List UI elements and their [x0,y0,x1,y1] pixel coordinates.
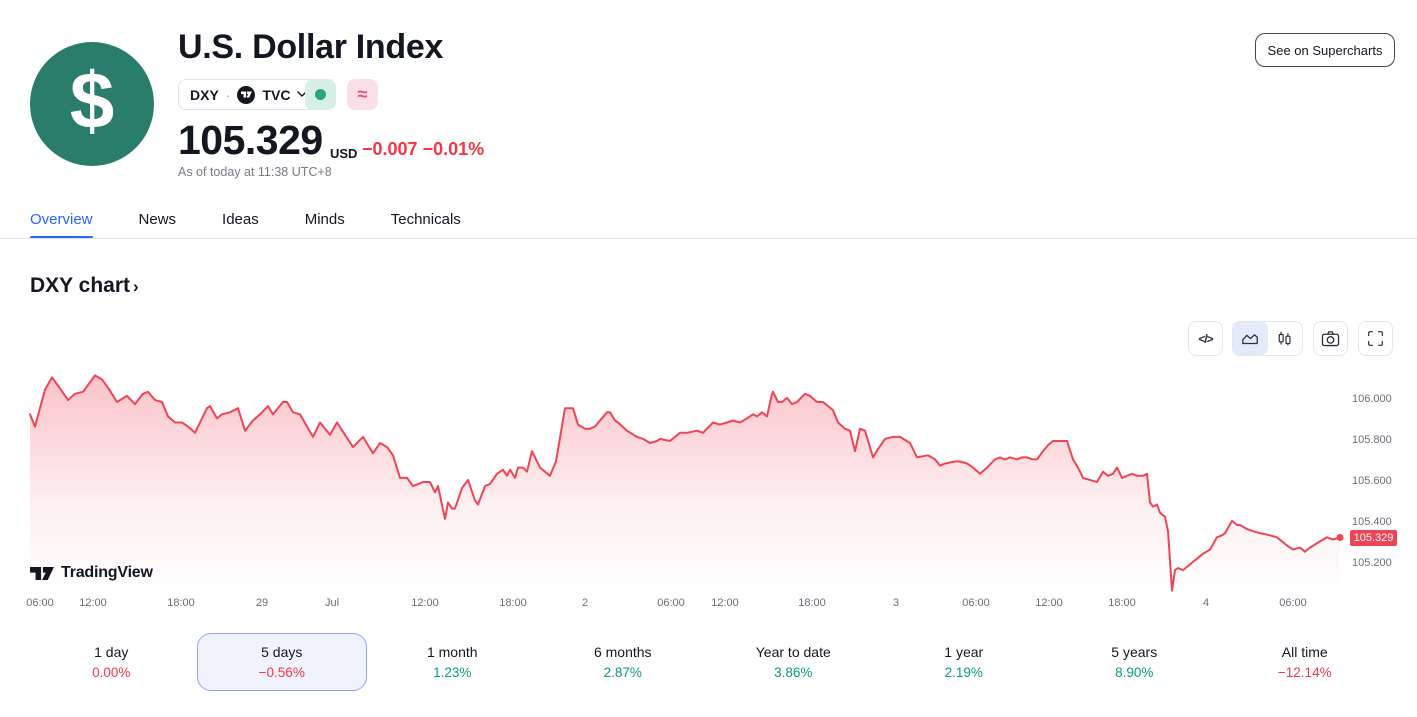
fullscreen-button[interactable] [1358,321,1393,356]
time-axis-label: Jul [324,597,340,609]
range-1-month[interactable]: 1 month 1.23% [426,644,478,680]
code-icon: </> [1198,331,1213,346]
dollar-sign-glyph: $ [69,56,115,145]
time-axis-label: 12:00 [411,597,439,609]
tab-minds[interactable]: Minds [304,211,345,228]
price-area-chart[interactable] [29,368,1344,594]
tab-overview[interactable]: Overview [30,208,93,239]
price-change-abs: −0.007 [362,139,418,159]
candles-chart-style-button[interactable] [1268,322,1303,355]
time-axis[interactable]: 06:00 12:00 18:00 29 Jul 12:00 18:00 2 06:00 12:0… [26,597,1340,611]
time-axis-label: 2 [581,597,589,609]
tab-ideas[interactable]: Ideas [222,211,259,228]
time-axis-label: 29 [255,597,269,609]
time-axis-label: 3 [892,597,900,609]
range-6-months[interactable]: 6 months 2.87% [593,644,652,680]
symbol-tabs: Overview News Ideas Minds Technicals [30,208,461,239]
price-change-pct: −0.01% [422,139,485,159]
time-axis-label: 4 [1202,597,1210,609]
area-chart-icon [1242,334,1259,345]
chevron-right-icon: › [133,276,139,296]
camera-icon [1321,331,1340,347]
price-axis-label: 105.800 [1352,434,1392,447]
range-all-time[interactable]: All time −12.14% [1277,644,1332,680]
price-change: −0.007 −0.01% [362,139,484,160]
dxy-chart-heading-link[interactable]: DXY chart › [30,274,139,298]
symbol-switcher-pill[interactable]: DXY · TVC [178,79,320,110]
price-axis-label: 105.200 [1352,557,1392,570]
snapshot-button[interactable] [1313,321,1348,356]
tradingview-attribution-link[interactable]: TradingView [30,564,153,582]
time-axis-label: 12:00 [1035,597,1063,609]
area-fill [30,375,1340,594]
separator-dot: · [225,86,231,103]
time-axis-label: 18:00 [167,597,195,609]
approx-icon: ≈ [357,84,368,104]
range-selector: 1 day 0.00% 5 days −0.56% 1 month 1.23% … [26,633,1390,691]
chart-style-toggle [1232,321,1303,356]
time-axis-label: 06:00 [657,597,685,609]
time-axis-label: 18:00 [499,597,527,609]
range-1-day[interactable]: 1 day 0.00% [92,644,131,680]
see-on-supercharts-button[interactable]: See on Supercharts [1255,33,1395,67]
range-year-to-date[interactable]: Year to date 3.86% [755,644,831,680]
tabs-divider [0,238,1417,239]
as-of-timestamp: As of today at 11:38 UTC+8 [178,165,332,179]
time-axis-label: 06:00 [1279,597,1307,609]
last-price-badge: 105.329 [1350,529,1397,546]
tradingview-logo-icon [237,85,256,104]
time-axis-label: 18:00 [1108,597,1136,609]
section-heading-text: DXY chart [30,274,130,297]
tab-news[interactable]: News [138,211,177,228]
area-chart-style-button[interactable] [1233,322,1268,355]
symbol-ticker: DXY [190,86,219,103]
price-currency: USD [330,146,358,161]
range-5-days[interactable]: 5 days −0.56% [196,633,367,691]
time-axis-label: 12:00 [711,597,739,609]
price-line [29,374,1341,592]
last-price: 105.329 [178,117,323,163]
price-axis-label: 106.000 [1352,393,1392,406]
delayed-data-badge: ≈ [347,79,378,110]
symbol-logo: $ [30,42,154,166]
fullscreen-icon [1368,331,1383,346]
candles-icon [1278,331,1291,346]
time-axis-label: 06:00 [26,597,54,609]
tradingview-brand-text: TradingView [61,564,153,581]
price-axis-label: 105.600 [1352,475,1392,488]
time-axis-label: 06:00 [962,597,990,609]
time-axis-label: 18:00 [798,597,826,609]
range-5-years[interactable]: 5 years 8.90% [1111,644,1158,680]
page-title: U.S. Dollar Index [178,28,444,66]
tradingview-logo-icon [30,566,54,580]
embed-code-button[interactable]: </> [1188,321,1223,356]
tab-technicals[interactable]: Technicals [390,211,461,228]
exchange-name: TVC [262,86,291,103]
market-open-status-badge [305,79,336,110]
price-axis[interactable]: 106.000 105.800 105.600 105.400 105.200 [1352,368,1412,594]
range-1-year[interactable]: 1 year 2.19% [944,644,984,680]
market-open-dot-icon [315,89,326,100]
price-axis-label: 105.400 [1352,516,1392,529]
last-price-dot [1336,534,1344,541]
time-axis-label: 12:00 [79,597,107,609]
